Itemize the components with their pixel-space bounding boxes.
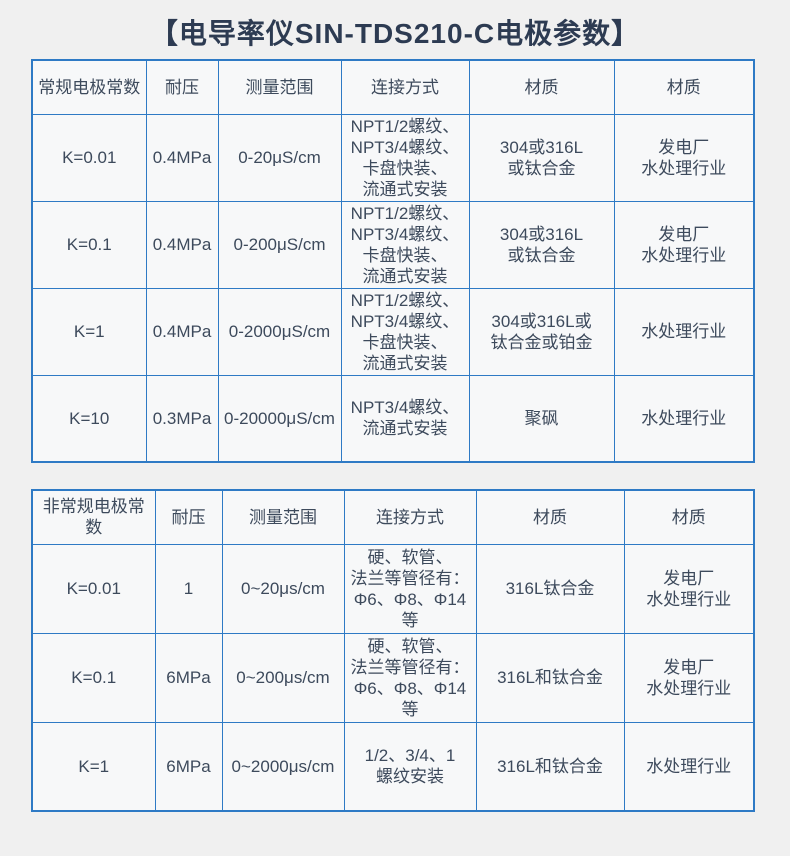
cell-electrode-constant: K=0.1 <box>31 200 147 289</box>
table-row: K=1 6MPa 0~2000μs/cm 1/2、3/4、1 螺纹安装 316L… <box>31 721 755 812</box>
cell-application-industry: 水处理行业 <box>623 721 755 812</box>
column-header-material: 材质 <box>468 59 615 115</box>
cell-pressure-rating: 0.3MPa <box>145 374 219 463</box>
header-row: 常规电极常数 耐压 测量范围 连接方式 材质 材质 <box>31 59 755 115</box>
cell-application-industry: 水处理行业 <box>613 374 755 463</box>
cell-connection: 1/2、3/4、1 螺纹安装 <box>343 721 477 812</box>
cell-connection: NPT3/4螺纹、 流通式安装 <box>340 374 470 463</box>
column-header-material: 材质 <box>475 489 625 545</box>
table-row: K=0.1 6MPa 0~200μs/cm 硬、软管、 法兰等管径有： Φ6、Φ… <box>31 632 755 723</box>
cell-electrode-constant: K=10 <box>31 374 147 463</box>
cell-pressure-rating: 0.4MPa <box>145 200 219 289</box>
cell-measure-range: 0-20000μS/cm <box>217 374 342 463</box>
cell-application-industry: 水处理行业 <box>613 287 755 376</box>
cell-electrode-constant: K=1 <box>31 287 147 376</box>
cell-pressure-rating: 6MPa <box>154 721 223 812</box>
cell-pressure-rating: 0.4MPa <box>145 287 219 376</box>
cell-pressure-rating: 0.4MPa <box>145 113 219 202</box>
cell-material: 304或316L 或钛合金 <box>468 113 615 202</box>
cell-material: 316L和钛合金 <box>475 721 625 812</box>
cell-material: 304或316L 或钛合金 <box>468 200 615 289</box>
cell-electrode-constant: K=0.1 <box>31 632 156 723</box>
table-row: K=1 0.4MPa 0-2000μS/cm NPT1/2螺纹、 NPT3/4螺… <box>31 287 755 376</box>
column-header-material-2: 材质 <box>613 59 755 115</box>
cell-connection: NPT1/2螺纹、 NPT3/4螺纹、 卡盘快装、 流通式安装 <box>340 113 470 202</box>
cell-connection: NPT1/2螺纹、 NPT3/4螺纹、 卡盘快装、 流通式安装 <box>340 287 470 376</box>
cell-connection: 硬、软管、 法兰等管径有： Φ6、Φ8、Φ14 等 <box>343 543 477 634</box>
cell-electrode-constant: K=0.01 <box>31 543 156 634</box>
cell-measure-range: 0-2000μS/cm <box>217 287 342 376</box>
cell-connection: NPT1/2螺纹、 NPT3/4螺纹、 卡盘快装、 流通式安装 <box>340 200 470 289</box>
table-row: K=0.1 0.4MPa 0-200μS/cm NPT1/2螺纹、 NPT3/4… <box>31 200 755 289</box>
cell-measure-range: 0~20μs/cm <box>221 543 345 634</box>
column-header-constant: 非常规电极常数 <box>31 489 156 545</box>
page-title: 【电导率仪SIN-TDS210-C电极参数】 <box>149 18 641 49</box>
regular-electrodes-table: 常规电极常数 耐压 测量范围 连接方式 材质 材质 K=0.01 0.4MPa … <box>31 59 755 463</box>
column-header-material-2: 材质 <box>623 489 755 545</box>
column-header-range: 测量范围 <box>221 489 345 545</box>
table-row: K=0.01 1 0~20μs/cm 硬、软管、 法兰等管径有： Φ6、Φ8、Φ… <box>31 543 755 634</box>
cell-material: 304或316L或 钛合金或铂金 <box>468 287 615 376</box>
table-row: K=10 0.3MPa 0-20000μS/cm NPT3/4螺纹、 流通式安装… <box>31 374 755 463</box>
column-header-connection: 连接方式 <box>343 489 477 545</box>
cell-pressure-rating: 6MPa <box>154 632 223 723</box>
cell-application-industry: 发电厂 水处理行业 <box>613 113 755 202</box>
cell-measure-range: 0~2000μs/cm <box>221 721 345 812</box>
cell-material: 聚砜 <box>468 374 615 463</box>
cell-connection: 硬、软管、 法兰等管径有： Φ6、Φ8、Φ14 等 <box>343 632 477 723</box>
cell-application-industry: 发电厂 水处理行业 <box>613 200 755 289</box>
column-header-constant: 常规电极常数 <box>31 59 147 115</box>
column-header-range: 测量范围 <box>217 59 342 115</box>
cell-pressure-rating: 1 <box>154 543 223 634</box>
column-header-pressure: 耐压 <box>145 59 219 115</box>
column-header-connection: 连接方式 <box>340 59 470 115</box>
cell-measure-range: 0~200μs/cm <box>221 632 345 723</box>
cell-measure-range: 0-20μS/cm <box>217 113 342 202</box>
nonstandard-electrodes-table: 非常规电极常数 耐压 测量范围 连接方式 材质 材质 K=0.01 1 0~20… <box>31 489 755 812</box>
cell-electrode-constant: K=1 <box>31 721 156 812</box>
cell-material: 316L和钛合金 <box>475 632 625 723</box>
cell-application-industry: 发电厂 水处理行业 <box>623 632 755 723</box>
table-row: K=0.01 0.4MPa 0-20μS/cm NPT1/2螺纹、 NPT3/4… <box>31 113 755 202</box>
cell-material: 316L钛合金 <box>475 543 625 634</box>
cell-application-industry: 发电厂 水处理行业 <box>623 543 755 634</box>
cell-measure-range: 0-200μS/cm <box>217 200 342 289</box>
cell-electrode-constant: K=0.01 <box>31 113 147 202</box>
header-row: 非常规电极常数 耐压 测量范围 连接方式 材质 材质 <box>31 489 755 545</box>
column-header-pressure: 耐压 <box>154 489 223 545</box>
